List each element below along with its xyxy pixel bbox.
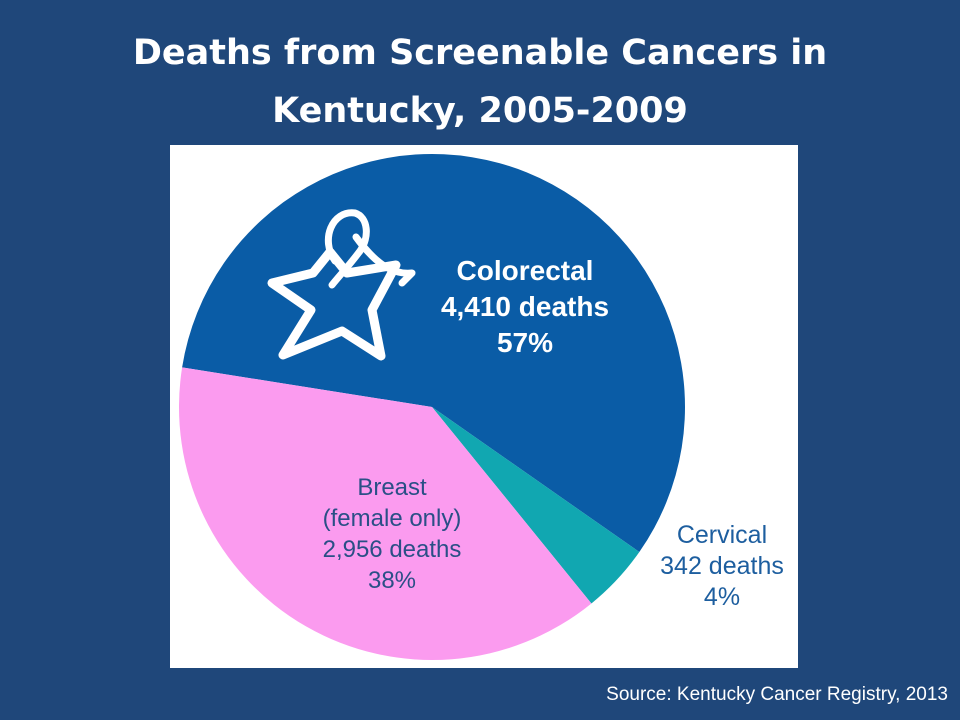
slice-label-value: 2,956 deaths: [323, 536, 462, 563]
pie-slice-breast: [179, 367, 592, 661]
pie-slice-colorectal: [182, 154, 685, 552]
slice-label-name: Breast: [357, 474, 427, 501]
title-line-2: Kentucky, 2005-2009: [272, 91, 688, 131]
slice-label-percent: 57%: [497, 327, 553, 358]
chart-panel: Colorectal 4,410 deaths 57% Cervical 342 dea…: [170, 145, 798, 668]
slice-label-cervical: Cervical 342 deaths 4%: [660, 521, 784, 611]
slice-label-value: 342 deaths: [660, 552, 784, 580]
ribbon-star-icon: [267, 209, 416, 361]
slice-label-percent: 38%: [368, 567, 416, 594]
slice-labels: Colorectal 4,410 deaths 57% Cervical 342 dea…: [323, 255, 784, 611]
slice-label-colorectal: Colorectal 4,410 deaths 57%: [441, 255, 609, 358]
slice-label-name: Colorectal: [457, 255, 594, 286]
slice-label-percent: 4%: [704, 583, 740, 611]
slice-label-detail: (female only): [323, 505, 462, 532]
source-note: Source: Kentucky Cancer Registry, 2013: [606, 684, 948, 705]
slice-label-breast: Breast (female only) 2,956 deaths 38%: [323, 474, 462, 594]
pie-slice-cervical: [432, 407, 640, 604]
pie-slices: [179, 154, 685, 661]
page-title: Deaths from Screenable Cancers in Kentuc…: [0, 24, 960, 140]
slice-label-value: 4,410 deaths: [441, 291, 609, 322]
slice-label-name: Cervical: [677, 521, 767, 549]
pie-chart: Colorectal 4,410 deaths 57% Cervical 342 dea…: [179, 154, 784, 661]
title-line-1: Deaths from Screenable Cancers in: [132, 33, 828, 73]
